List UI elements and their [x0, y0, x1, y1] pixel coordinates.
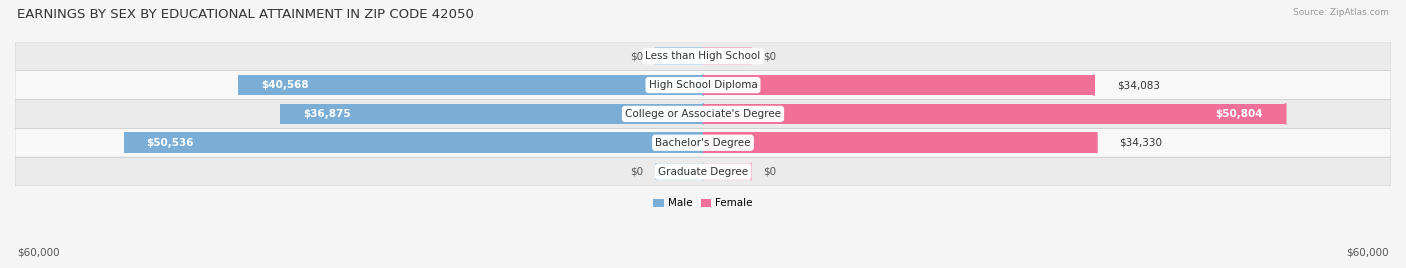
Text: Source: ZipAtlas.com: Source: ZipAtlas.com	[1294, 8, 1389, 17]
FancyBboxPatch shape	[15, 157, 1391, 186]
Text: $50,536: $50,536	[146, 138, 194, 148]
Text: $0: $0	[630, 167, 644, 177]
Bar	[703, 132, 1097, 153]
FancyBboxPatch shape	[15, 99, 1391, 128]
Bar	[655, 163, 703, 180]
Text: Graduate Degree: Graduate Degree	[658, 167, 748, 177]
Bar	[124, 132, 703, 153]
Text: $60,000: $60,000	[1347, 247, 1389, 257]
Text: $0: $0	[762, 167, 776, 177]
Text: College or Associate's Degree: College or Associate's Degree	[626, 109, 780, 119]
FancyBboxPatch shape	[15, 42, 1391, 71]
Bar	[703, 103, 1285, 124]
Text: High School Diploma: High School Diploma	[648, 80, 758, 90]
FancyBboxPatch shape	[15, 71, 1391, 99]
Text: $36,875: $36,875	[304, 109, 350, 119]
Bar	[655, 47, 703, 65]
Text: $34,330: $34,330	[1119, 138, 1163, 148]
Text: EARNINGS BY SEX BY EDUCATIONAL ATTAINMENT IN ZIP CODE 42050: EARNINGS BY SEX BY EDUCATIONAL ATTAINMEN…	[17, 8, 474, 21]
Text: $40,568: $40,568	[260, 80, 308, 90]
FancyBboxPatch shape	[15, 128, 1391, 157]
Bar	[703, 47, 751, 65]
Text: $34,083: $34,083	[1116, 80, 1160, 90]
Text: $0: $0	[630, 51, 644, 61]
Text: Less than High School: Less than High School	[645, 51, 761, 61]
Text: $50,804: $50,804	[1215, 109, 1263, 119]
Bar	[238, 75, 703, 95]
Bar	[280, 103, 703, 124]
Text: $60,000: $60,000	[17, 247, 59, 257]
Bar	[703, 75, 1094, 95]
Bar	[703, 163, 751, 180]
Text: Bachelor's Degree: Bachelor's Degree	[655, 138, 751, 148]
Text: $0: $0	[762, 51, 776, 61]
Legend: Male, Female: Male, Female	[650, 194, 756, 213]
